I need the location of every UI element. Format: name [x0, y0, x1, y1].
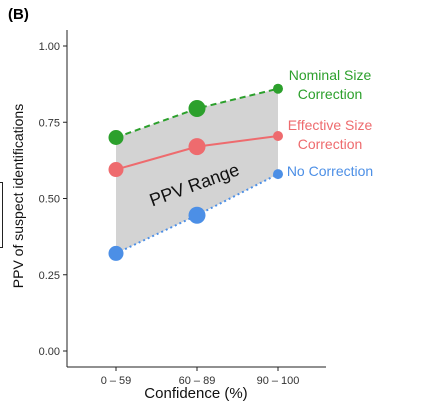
- x-axis-title: Confidence (%): [144, 385, 247, 402]
- effective-size-correction-label: Effective Size Correction: [288, 117, 373, 152]
- y-tick-label: 0.50: [39, 194, 60, 206]
- nominal-size-correction-label: Nominal Size Correction: [289, 67, 372, 102]
- ppv-range-band: [116, 88, 278, 254]
- panel-label: (B): [8, 6, 29, 23]
- x-tick-label: 60 – 89: [179, 375, 216, 387]
- effective-size-correction-point: [188, 138, 206, 156]
- y-axis-title: PPV of suspect identifications: [10, 104, 26, 288]
- label-layer: Nominal Size Correction Effective Size Corr…: [287, 67, 373, 179]
- x-tick-label: 0 – 59: [101, 375, 132, 387]
- no-correction-point: [188, 206, 206, 224]
- x-tick-label: 90 – 100: [257, 375, 300, 387]
- y-tick-label: 0.75: [39, 117, 60, 129]
- nominal-size-correction-point: [108, 130, 124, 145]
- cropped-bracket-mark: [0, 182, 3, 248]
- nominal-size-correction-point: [188, 100, 206, 118]
- y-tick-label: 0.25: [39, 270, 60, 282]
- nominal-size-correction-line: [115, 87, 279, 139]
- effective-size-correction-point: [108, 162, 124, 178]
- nominal-size-correction-point: [273, 83, 283, 94]
- no-correction-line: [115, 173, 279, 255]
- no-correction-point: [108, 245, 124, 261]
- y-tick-label: 1.00: [39, 41, 60, 53]
- no-correction-point: [273, 169, 283, 180]
- no-correction-label: No Correction: [287, 163, 373, 179]
- series-layer: [108, 83, 283, 261]
- y-tick-label: 0.00: [39, 346, 60, 358]
- axes-layer: 0.00 0.25 0.50 0.75 1.00 0 – 59 60 – 89 90 – 10…: [39, 30, 326, 387]
- effective-size-correction-point: [273, 130, 283, 141]
- shade-layer: [116, 88, 278, 254]
